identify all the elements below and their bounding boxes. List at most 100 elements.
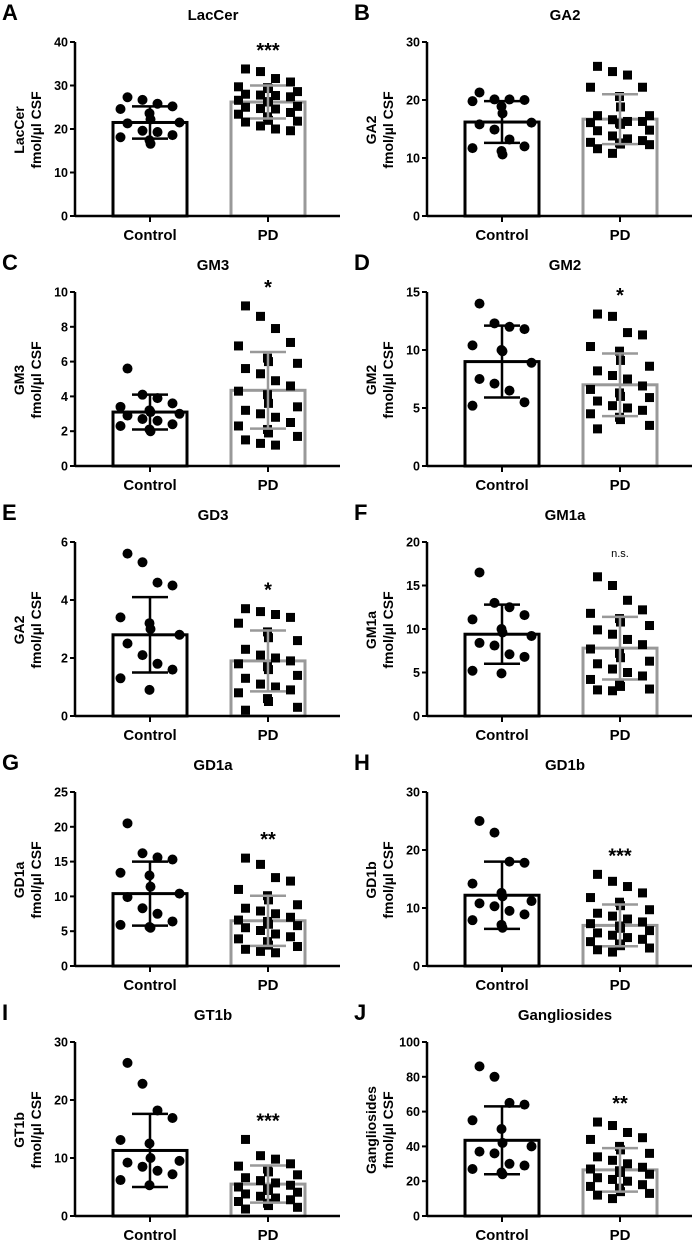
data-point-pd (286, 418, 295, 427)
data-point-pd (593, 945, 602, 955)
data-point-pd (593, 61, 602, 71)
data-point-pd (234, 82, 243, 92)
data-point-control (526, 1141, 537, 1152)
y-tick-label: 4 (61, 390, 68, 404)
x-tick-label: PD (258, 727, 279, 744)
data-point-pd (615, 346, 624, 356)
data-point-pd (286, 92, 295, 102)
data-point-pd (645, 905, 654, 915)
data-point-pd (638, 640, 647, 650)
panel-title: GM3 (197, 257, 230, 274)
data-point-pd (234, 1182, 243, 1192)
panel-title: GT1b (194, 1007, 232, 1024)
data-point-pd (586, 1134, 595, 1144)
data-point-pd (271, 1193, 280, 1203)
data-point-pd (645, 125, 654, 135)
data-point-pd (586, 409, 595, 419)
data-point-pd (271, 1178, 280, 1188)
data-point-control (167, 1169, 178, 1180)
data-point-pd (234, 386, 243, 396)
panel-letter: D (354, 250, 370, 275)
data-point-pd (645, 621, 654, 631)
panel-title: Gangliosides (518, 1007, 612, 1024)
data-point-control (519, 141, 530, 152)
data-point-pd (608, 911, 617, 921)
data-point-control (122, 1157, 133, 1168)
y-axis-label: GT1b (11, 1112, 27, 1148)
data-point-pd (645, 684, 654, 694)
data-point-pd (293, 101, 302, 111)
data-point-control (519, 1160, 530, 1171)
data-point-pd (293, 1187, 302, 1197)
data-point-pd (241, 1134, 250, 1144)
y-tick-label: 0 (61, 960, 68, 974)
data-point-pd (286, 1180, 295, 1190)
y-tick-label: 60 (406, 1105, 420, 1119)
data-point-pd (256, 1176, 265, 1186)
y-tick-label: 20 (406, 536, 420, 550)
y-axis-unit: fmol/µl CSF (380, 341, 396, 419)
x-tick-label: Control (475, 227, 528, 244)
data-point-control (504, 905, 515, 916)
data-point-pd (608, 371, 617, 381)
y-tick-label: 0 (413, 460, 420, 474)
data-point-control (167, 664, 178, 675)
data-point-pd (638, 1133, 647, 1143)
data-point-pd (286, 912, 295, 922)
data-point-pd (271, 376, 280, 386)
significance-marker: * (264, 277, 272, 299)
data-point-pd (608, 311, 617, 321)
data-point-pd (645, 420, 654, 430)
data-point-control (174, 1155, 185, 1166)
data-point-control (526, 117, 537, 128)
data-point-control (489, 597, 500, 608)
y-axis-unit: fmol/µl CSF (380, 841, 396, 919)
data-point-control (137, 125, 148, 136)
data-point-pd (593, 572, 602, 582)
data-point-pd (623, 374, 632, 384)
panel-letter: J (354, 1000, 366, 1025)
data-point-pd (638, 671, 647, 681)
data-point-pd (286, 656, 295, 666)
x-tick-label: Control (123, 477, 176, 494)
y-tick-label: 0 (61, 210, 68, 224)
data-point-pd (256, 1191, 265, 1201)
x-tick-label: PD (610, 727, 631, 744)
data-point-control (474, 298, 485, 309)
data-point-control (519, 324, 530, 335)
data-point-pd (608, 67, 617, 77)
y-tick-label: 0 (413, 960, 420, 974)
data-point-pd (645, 943, 654, 953)
data-point-pd (271, 124, 280, 134)
y-axis-label: GA2 (363, 115, 379, 144)
data-point-control (152, 908, 163, 919)
panel-letter: H (354, 750, 370, 775)
data-point-control (519, 397, 530, 408)
data-point-pd (256, 67, 265, 77)
data-point-pd (271, 653, 280, 663)
y-axis-label: GD1b (363, 861, 379, 898)
significance-marker: * (264, 580, 272, 602)
y-axis-label: LacCer (11, 106, 27, 154)
x-tick-label: PD (610, 1227, 631, 1241)
data-point-pd (271, 104, 280, 114)
y-tick-label: 15 (406, 579, 420, 593)
data-point-control (474, 87, 485, 98)
data-point-pd (593, 126, 602, 136)
y-axis-unit: fmol/µl CSF (28, 841, 44, 919)
panel-letter: E (2, 500, 17, 525)
x-tick-label: PD (610, 227, 631, 244)
data-point-control (122, 638, 133, 649)
data-point-pd (586, 674, 595, 684)
data-point-control (474, 898, 485, 909)
data-point-pd (286, 126, 295, 136)
data-point-pd (593, 396, 602, 406)
data-point-pd (241, 435, 250, 445)
data-point-pd (256, 90, 265, 100)
